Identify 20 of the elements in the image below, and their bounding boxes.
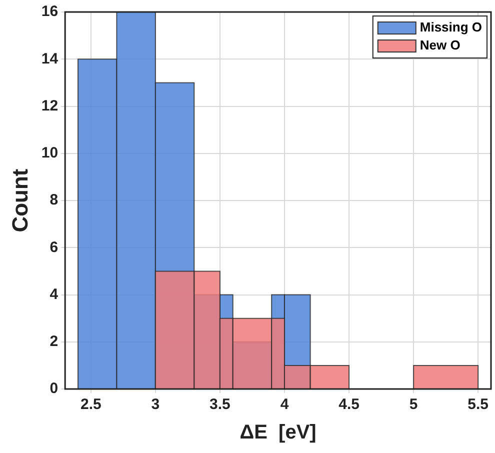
x-tick-label: 2.5 — [80, 396, 102, 414]
x-tick-label: 5.5 — [468, 396, 489, 414]
y-tick-label: 10 — [41, 144, 58, 162]
y-tick-label: 6 — [50, 238, 58, 256]
legend-label: Missing O — [420, 20, 482, 35]
y-tick-label: 8 — [50, 192, 58, 209]
y-tick-label: 12 — [41, 97, 58, 114]
x-tick-label: 4.5 — [338, 396, 360, 414]
y-tick-label: 4 — [50, 286, 59, 303]
x-tick-label: 3 — [151, 396, 160, 414]
y-tick-label: 14 — [41, 50, 59, 68]
x-tick-label: 4 — [280, 396, 290, 414]
y-tick-label: 0 — [50, 380, 58, 398]
x-axis-title: ΔE [eV] — [240, 422, 316, 444]
y-tick-label: 2 — [50, 333, 58, 350]
x-tick-label: 3.5 — [210, 396, 230, 414]
x-tick-label: 5 — [409, 396, 418, 414]
y-tick-label: 16 — [41, 3, 58, 20]
legend-label: New O — [420, 38, 460, 53]
y-axis-title: Count — [7, 168, 32, 232]
